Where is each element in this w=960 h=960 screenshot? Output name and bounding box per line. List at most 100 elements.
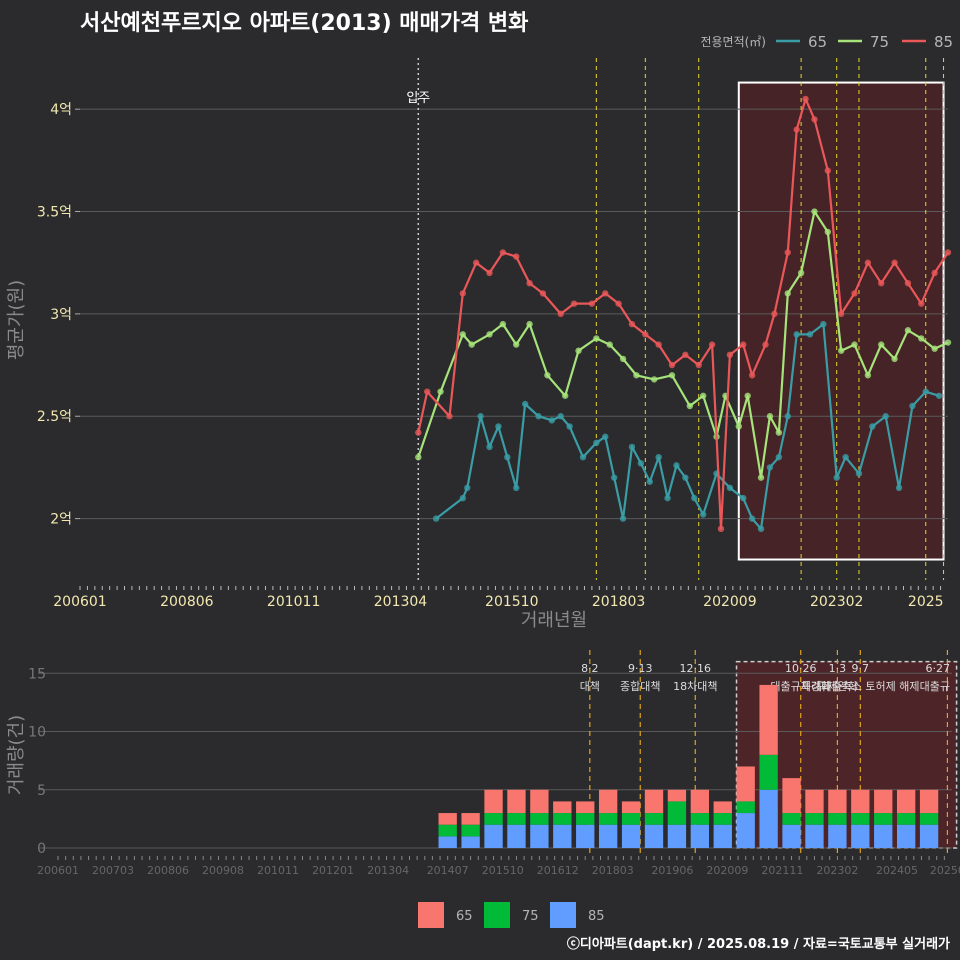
event-text: 대책 — [580, 680, 600, 693]
data-point-85 — [628, 320, 636, 328]
data-point-85 — [878, 279, 885, 287]
data-point-85 — [615, 300, 622, 307]
event-text: 18차대책 — [673, 680, 717, 693]
data-point-85 — [726, 351, 734, 359]
data-point-85 — [918, 300, 925, 307]
data-point-75 — [757, 474, 765, 481]
event-text: 종합대책 — [620, 680, 660, 693]
volume-bar-85 — [690, 824, 710, 848]
data-point-85 — [748, 372, 756, 379]
x-tick-label: 202009 — [703, 594, 756, 610]
data-point-75 — [918, 335, 925, 342]
volume-bar-85 — [828, 824, 847, 848]
x-tick-label: 201510 — [485, 594, 538, 610]
y-axis-title: 거래량(건) — [6, 715, 27, 795]
data-point-85 — [891, 259, 898, 266]
y-tick-label: 0 — [37, 841, 46, 857]
data-point-75 — [513, 341, 520, 348]
data-point-85 — [570, 300, 578, 307]
x-tick-label: 201407 — [427, 864, 469, 877]
x-tick-label: 202302 — [810, 594, 863, 610]
volume-bar-75 — [553, 813, 572, 825]
x-tick-label: 202009 — [706, 864, 748, 877]
volume-bar-75 — [530, 813, 549, 825]
data-point-65 — [869, 423, 876, 430]
data-point-65 — [557, 413, 564, 420]
data-point-85 — [771, 310, 778, 318]
data-point-85 — [708, 341, 716, 348]
data-point-75 — [837, 347, 845, 354]
data-point-75 — [526, 320, 533, 328]
volume-bar-85 — [896, 824, 916, 848]
data-point-65 — [504, 453, 511, 461]
data-point-85 — [931, 269, 938, 277]
volume-bar-65 — [461, 813, 480, 825]
data-point-65 — [646, 478, 653, 485]
y-tick-label: 3.5억 — [37, 205, 72, 221]
volume-bar-85 — [736, 813, 755, 848]
volume-bar-75 — [438, 824, 457, 837]
volume-bar-85 — [851, 824, 870, 848]
volume-bar-65 — [713, 801, 732, 814]
event-date: 8·2 — [581, 662, 599, 675]
data-point-65 — [895, 484, 903, 492]
x-tick-label: 200908 — [202, 864, 244, 877]
data-point-65 — [610, 474, 618, 481]
legend-label-65: 65 — [808, 33, 827, 51]
data-point-85 — [695, 361, 702, 369]
data-point-75 — [891, 355, 898, 363]
data-point-75 — [824, 228, 832, 236]
data-point-65 — [757, 525, 765, 533]
data-point-65 — [775, 453, 783, 461]
data-point-65 — [602, 433, 609, 440]
data-point-75 — [544, 372, 551, 379]
data-point-65 — [909, 402, 916, 410]
volume-bar-75 — [644, 813, 664, 825]
volume-bar-65 — [621, 801, 641, 814]
y-tick-label: 10 — [28, 725, 46, 741]
x-tick-label: 200806 — [147, 864, 189, 877]
data-point-75 — [459, 331, 467, 338]
data-point-65 — [784, 413, 791, 420]
data-point-65 — [855, 470, 863, 477]
volume-bar-75 — [874, 813, 893, 825]
legend-swatch-65 — [418, 902, 444, 928]
data-point-85 — [539, 290, 547, 297]
data-point-75 — [811, 208, 818, 215]
area-legend: 전용면적(㎡) 65 75 85 — [700, 33, 953, 51]
volume-bar-85 — [621, 824, 641, 848]
volume-bar-85 — [598, 824, 618, 848]
volume-bar-65 — [874, 789, 893, 814]
x-tick-label: 201803 — [592, 594, 645, 610]
data-point-65 — [740, 494, 747, 502]
data-point-85 — [784, 249, 791, 256]
volume-bar-85 — [484, 824, 503, 848]
data-point-75 — [593, 335, 600, 342]
volume-chart: 0 5 10 15 200601 200703 200806 200908 201011 2012… — [6, 650, 960, 877]
volume-bar-65 — [782, 778, 801, 814]
data-point-85 — [459, 290, 467, 297]
x-tick-label: 201304 — [367, 864, 409, 877]
volume-bar-75 — [896, 813, 916, 825]
volume-bar-85 — [759, 789, 778, 848]
data-point-85 — [499, 249, 507, 256]
data-point-85 — [588, 300, 596, 307]
data-point-65 — [579, 453, 587, 461]
volume-bar-65 — [667, 789, 687, 802]
volume-bar-65 — [438, 813, 457, 825]
y-tick-label: 4억 — [50, 102, 72, 118]
data-point-75 — [633, 372, 640, 379]
data-point-85 — [486, 269, 493, 277]
data-point-65 — [699, 511, 707, 518]
data-point-65 — [655, 453, 662, 461]
data-point-75 — [699, 392, 707, 399]
volume-bar-65 — [919, 789, 939, 814]
data-point-65 — [477, 413, 484, 420]
y-axis-title: 평균가(원) — [6, 280, 27, 360]
move-in-label: 입주 — [406, 91, 430, 106]
event-text: 규제완화 — [817, 680, 857, 693]
data-point-65 — [548, 417, 556, 424]
volume-bar-65 — [736, 766, 755, 802]
x-tick-label: 202111 — [761, 864, 803, 877]
data-point-65 — [793, 331, 800, 338]
